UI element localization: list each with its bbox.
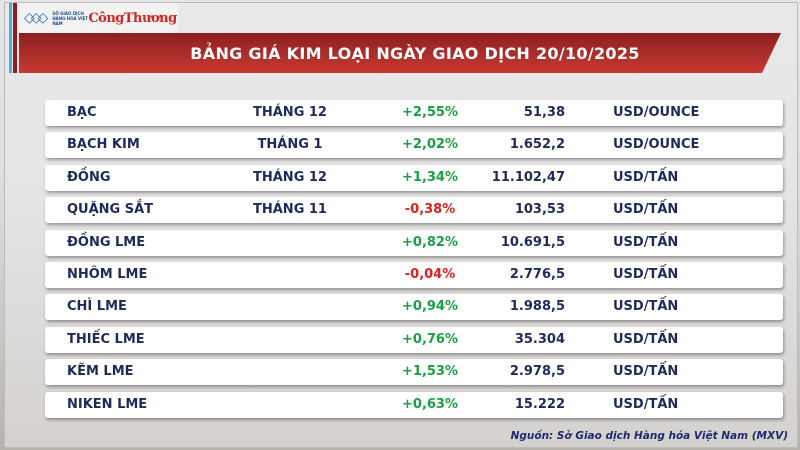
price-value: 1.988,5 [509, 299, 565, 315]
price-unit: USD/TẤN [613, 202, 679, 218]
table-row: THIẾC LME +0,76% 35.304 USD/TẤN [45, 326, 783, 353]
price-value: 10.691,5 [500, 234, 565, 250]
change-percent: +0,94% [402, 299, 458, 315]
table-row: ĐỒNG LME +0,82% 10.691,5 USD/TẤN [45, 229, 783, 256]
change-percent: +1,34% [402, 169, 458, 185]
price-value: 15.222 [514, 396, 565, 412]
change-percent: +2,02% [402, 137, 458, 153]
price-unit: USD/TẤN [613, 299, 679, 315]
contract-month: THÁNG 1 [257, 137, 323, 153]
commodity-name: ĐỒNG [67, 169, 111, 185]
logo: ◇◇◇ SỞ GIAO DỊCH HÀNG HÓA VIỆT NAM CôngT… [18, 3, 178, 33]
commodity-name: THIẾC LME [67, 331, 145, 347]
commodity-name: QUẶNG SẮT [67, 202, 154, 218]
change-percent: +0,63% [402, 396, 458, 412]
price-value: 51,38 [523, 105, 565, 120]
commodity-name: NHÔM LME [67, 267, 148, 282]
accent-stripe [9, 3, 12, 73]
price-value: 35.304 [514, 331, 565, 347]
price-unit: USD/TẤN [613, 396, 679, 412]
table-row: CHÌ LME +0,94% 1.988,5 USD/TẤN [45, 294, 783, 321]
price-unit: USD/TẤN [613, 364, 679, 380]
table-row: NHÔM LME -0,04% 2.776,5 USD/TẤN [45, 262, 783, 288]
price-value: 11.102,47 [491, 169, 565, 185]
commodity-name: BẠCH KIM [67, 137, 140, 153]
table-row: BẠCH KIM THÁNG 1 +2,02% 1.652,2 USD/OUNCE [45, 132, 783, 159]
contract-month: THÁNG 12 [253, 105, 327, 120]
contract-month: THÁNG 12 [253, 169, 327, 185]
change-percent: +0,76% [402, 331, 458, 347]
price-unit: USD/TẤN [613, 331, 679, 347]
table-row: NIKEN LME +0,63% 15.222 USD/TẤN [45, 391, 783, 418]
change-percent: +0,82% [402, 234, 458, 250]
price-unit: USD/TẤN [613, 169, 679, 185]
price-value: 1.652,2 [509, 137, 565, 153]
title-banner: BẢNG GIÁ KIM LOẠI NGÀY GIAO DỊCH 20/10/2… [19, 33, 781, 73]
change-percent: +1,53% [402, 364, 458, 380]
commodity-name: BẠC [67, 105, 97, 120]
price-unit: USD/TẤN [613, 234, 679, 250]
source-note: Nguồn: Sở Giao dịch Hàng hóa Việt Nam (M… [510, 430, 788, 442]
commodity-name: KẼM LME [67, 364, 134, 380]
price-value: 2.978,5 [509, 364, 565, 380]
brand-logo: CôngThương [88, 10, 177, 26]
change-percent: -0,04% [404, 267, 456, 282]
price-unit: USD/TẤN [613, 267, 679, 282]
mxv-logo-icon: ◇◇◇ [24, 10, 48, 26]
commodity-name: ĐỒNG LME [67, 234, 146, 250]
table-row: QUẶNG SẮT THÁNG 11 -0,38% 103,53 USD/TẤN [45, 197, 783, 224]
contract-month: THÁNG 11 [253, 202, 327, 218]
page-title: BẢNG GIÁ KIM LOẠI NGÀY GIAO DỊCH 20/10/2… [190, 43, 640, 63]
change-percent: -0,38% [404, 202, 456, 218]
accent-stripe [13, 3, 17, 73]
price-value: 2.776,5 [509, 267, 565, 282]
price-value: 103,53 [514, 202, 565, 218]
exchange-logo-text: SỞ GIAO DỊCH HÀNG HÓA VIỆT NAM [52, 10, 88, 26]
change-percent: +2,55% [402, 105, 458, 120]
commodity-name: NIKEN LME [67, 396, 148, 412]
price-unit: USD/OUNCE [613, 137, 700, 153]
table-row: BẠC THÁNG 12 +2,55% 51,38 USD/OUNCE [45, 100, 783, 126]
commodity-name: CHÌ LME [67, 299, 127, 315]
table-row: ĐỒNG THÁNG 12 +1,34% 11.102,47 USD/TẤN [45, 164, 783, 191]
price-unit: USD/OUNCE [613, 105, 700, 120]
table-row: KẼM LME +1,53% 2.978,5 USD/TẤN [45, 359, 783, 386]
